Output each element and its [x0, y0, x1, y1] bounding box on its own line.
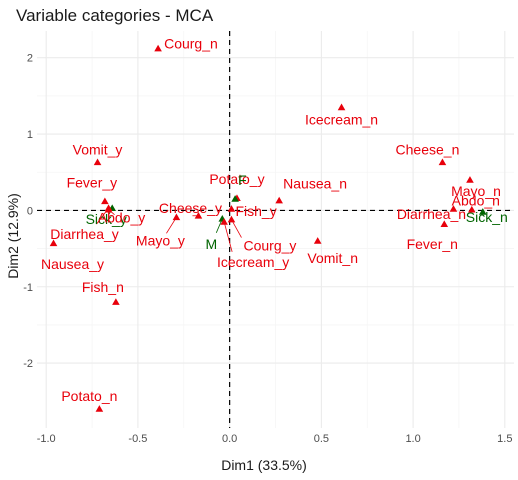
point-triangle — [49, 239, 58, 247]
x-tick-label: 1.5 — [497, 433, 512, 445]
point-label: Mayo_n — [451, 183, 501, 199]
y-tick-label: 0 — [27, 205, 33, 217]
y-tick-label: -1 — [23, 282, 33, 294]
point-label: Courg_y — [243, 238, 296, 254]
x-tick-label: -1.0 — [37, 433, 56, 445]
point-triangle — [440, 220, 449, 228]
point-label: Courg_n — [164, 36, 218, 52]
point-triangle — [95, 405, 104, 412]
point-triangle — [227, 205, 236, 212]
point-label: M — [205, 236, 217, 252]
point-label: Diarrhea_y — [50, 226, 118, 242]
point-triangle — [313, 237, 322, 244]
point-label: Cheese_n — [396, 141, 460, 157]
y-axis-title: Dim2 (12.9%) — [5, 193, 21, 279]
point-triangle — [449, 205, 458, 212]
point-triangle — [194, 211, 203, 219]
point-label: Fish_y — [235, 203, 276, 219]
point-label: Fever_y — [67, 174, 118, 190]
point-label: Abdo_y — [98, 210, 145, 226]
point-triangle — [227, 215, 236, 223]
point-triangle — [337, 103, 346, 111]
point-label: Vomit_n — [307, 250, 358, 266]
point-triangle — [93, 158, 102, 166]
point-label: Abdo_n — [452, 193, 500, 209]
point-label: Icecream_y — [217, 254, 289, 270]
points — [49, 44, 487, 412]
label-leader-line — [231, 219, 242, 238]
point-triangle — [104, 204, 113, 211]
y-tick-label: -2 — [23, 358, 33, 370]
point-label: Potato_n — [61, 388, 117, 404]
y-tick-label: 2 — [27, 53, 33, 65]
y-tick-label: 1 — [27, 129, 33, 141]
reference-lines — [37, 31, 514, 428]
point-label: F — [238, 172, 247, 188]
point-label: Nausea_y — [41, 256, 104, 272]
point-label: Potato_y — [209, 171, 264, 187]
point-triangle — [466, 176, 474, 183]
point-triangle — [275, 196, 283, 204]
x-axis-title: Dim1 (33.5%) — [221, 457, 307, 473]
point-triangle — [468, 205, 476, 213]
tick-labels: -1.0 -0.5 0.0 0.5 1.0 1.5 -2 -1 0 1 2 — [23, 53, 512, 445]
x-tick-label: 1.0 — [405, 433, 420, 445]
point-label: Nausea_n — [283, 175, 347, 191]
point-label: Fever_n — [407, 236, 458, 252]
point-triangle — [220, 218, 228, 225]
x-tick-label: 0.5 — [314, 433, 329, 445]
chart-title: Variable categories - MCA — [16, 6, 214, 25]
x-tick-label: 0.0 — [222, 433, 237, 445]
point-label: Mayo_y — [136, 232, 185, 248]
point-label: Cheese_y — [159, 200, 222, 216]
point-triangle — [231, 195, 239, 202]
point-label: Sick_n — [466, 209, 508, 225]
point-triangle — [154, 44, 162, 52]
point-triangle — [479, 208, 487, 215]
point-triangle — [101, 197, 109, 205]
point-triangle — [112, 298, 120, 305]
x-tick-label: -0.5 — [128, 433, 147, 445]
point-triangle — [438, 158, 447, 166]
label-leader-line — [223, 221, 233, 252]
point-label: Fish_n — [82, 279, 124, 295]
point-triangle — [172, 213, 181, 221]
point-label: Vomit_y — [73, 141, 123, 157]
point-label: Sick_y — [86, 211, 127, 227]
point-label: Icecream_n — [305, 111, 378, 127]
point-label: Diarrhea_n — [397, 206, 466, 222]
